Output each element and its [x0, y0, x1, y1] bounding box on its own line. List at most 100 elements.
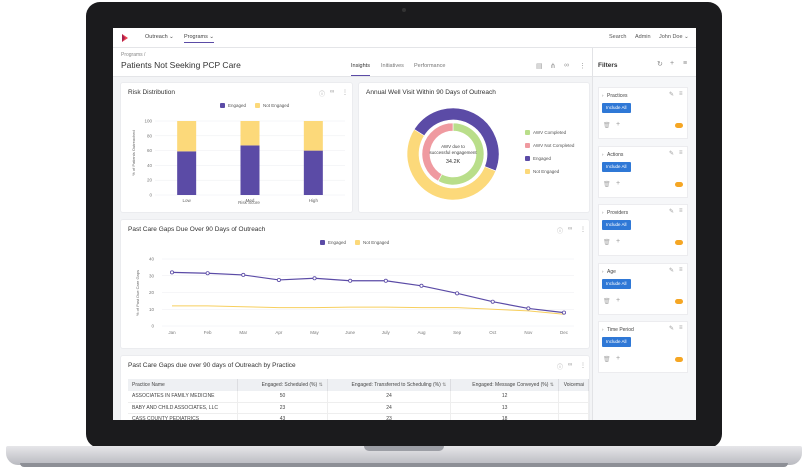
- expand-chevron-icon[interactable]: ›: [602, 327, 604, 332]
- data-point[interactable]: [312, 276, 317, 281]
- data-point[interactable]: [170, 270, 175, 275]
- expand-chevron-icon[interactable]: ›: [602, 210, 604, 215]
- more-icon[interactable]: ⋮: [579, 63, 586, 70]
- data-point[interactable]: [526, 306, 531, 311]
- filter-toggle[interactable]: [675, 181, 683, 187]
- laptop-foot: [20, 463, 788, 467]
- donut-slice-not-engaged[interactable]: [406, 128, 497, 201]
- filter-toggle[interactable]: [675, 240, 683, 245]
- more-icon[interactable]: ⋮: [580, 363, 586, 369]
- nav-search[interactable]: Search: [609, 34, 627, 40]
- include-all-button[interactable]: Include All: [602, 220, 631, 230]
- info-icon[interactable]: ⓘ: [319, 92, 326, 98]
- table-row[interactable]: ASSOCIATES IN FAMILY MEDICINE 50 24 12: [128, 391, 589, 403]
- awv-panel: Annual Well Visit Within 90 Days of Outr…: [359, 83, 589, 212]
- tab-initiatives[interactable]: Initiatives: [381, 63, 404, 69]
- info-icon[interactable]: ⓘ: [557, 365, 564, 371]
- more-icon[interactable]: ⋮: [342, 90, 348, 96]
- link-icon[interactable]: ∞: [330, 89, 335, 95]
- tab-performance[interactable]: Performance: [414, 63, 446, 69]
- series-line-engaged[interactable]: [171, 271, 565, 314]
- add-icon[interactable]: +: [616, 238, 621, 245]
- drag-menu-icon[interactable]: ≡: [679, 208, 683, 214]
- filter-toggle[interactable]: [675, 357, 683, 362]
- breadcrumb[interactable]: Programs /: [121, 52, 146, 58]
- sort-icon[interactable]: ⇅: [318, 382, 323, 388]
- trash-icon[interactable]: 🗑: [603, 123, 611, 129]
- table-row[interactable]: BABY AND CHILD ASSOCIATES, LLC 23 24 13: [128, 402, 589, 414]
- edit-icon[interactable]: ✎: [669, 92, 675, 98]
- filter-toggle[interactable]: [675, 123, 683, 128]
- data-point[interactable]: [348, 278, 353, 283]
- bar-segment-engaged[interactable]: [303, 150, 323, 195]
- practice-table: Practice Name Engaged: Scheduled (%) ⇅ Eng…: [128, 379, 589, 420]
- data-point[interactable]: [383, 278, 388, 283]
- edit-icon[interactable]: ✎: [669, 326, 675, 332]
- trash-icon[interactable]: 🗑: [603, 357, 611, 363]
- drag-menu-icon[interactable]: ≡: [679, 325, 683, 331]
- include-all-button[interactable]: Include All: [602, 337, 631, 347]
- table-row[interactable]: CASS COUNTY PEDIATRICS 43 23 18: [128, 413, 589, 420]
- column-header[interactable]: Engaged: Message Conveyed (%) ⇅: [450, 379, 559, 391]
- y-tick-label: 40: [149, 257, 155, 262]
- sort-icon[interactable]: ⇅: [442, 382, 447, 388]
- expand-chevron-icon[interactable]: ›: [602, 151, 604, 157]
- include-all-button[interactable]: Include All: [602, 161, 631, 172]
- include-all-button[interactable]: Include All: [602, 103, 631, 113]
- link-icon[interactable]: ∞: [568, 362, 573, 368]
- nav-admin[interactable]: Admin: [635, 34, 651, 40]
- bar-segment-engaged[interactable]: [177, 151, 197, 195]
- drag-menu-icon[interactable]: ≡: [679, 266, 683, 273]
- trash-icon[interactable]: 🗑: [603, 181, 611, 188]
- donut-slice-awv-not-completed[interactable]: [421, 122, 454, 182]
- trash-icon[interactable]: 🗑: [603, 240, 611, 246]
- column-header[interactable]: Voicemai: [558, 379, 589, 391]
- menu-icon[interactable]: ≡: [683, 60, 688, 67]
- bar-segment-engaged[interactable]: [240, 145, 260, 195]
- add-filter-icon[interactable]: +: [670, 60, 675, 67]
- column-header[interactable]: Engaged: Transferred to Scheduling (%) ⇅: [327, 379, 452, 391]
- share-icon[interactable]: ⋔: [550, 63, 556, 70]
- expand-chevron-icon[interactable]: ›: [602, 268, 604, 274]
- drag-menu-icon[interactable]: ≡: [679, 149, 683, 156]
- brand-logo-icon[interactable]: [120, 33, 130, 43]
- link-icon[interactable]: ∞: [568, 226, 573, 232]
- sort-icon[interactable]: ⇅: [549, 382, 554, 388]
- expand-chevron-icon[interactable]: ›: [602, 93, 604, 98]
- drag-menu-icon[interactable]: ≡: [679, 91, 683, 97]
- data-point[interactable]: [419, 283, 424, 288]
- data-point[interactable]: [455, 291, 460, 296]
- bar-segment-not-engaged[interactable]: [240, 121, 260, 146]
- edit-icon[interactable]: ✎: [669, 209, 675, 215]
- series-line-not-engaged[interactable]: [172, 305, 565, 315]
- bar-segment-not-engaged[interactable]: [177, 121, 197, 152]
- refresh-icon[interactable]: ↻: [657, 61, 663, 68]
- edit-icon[interactable]: ✎: [669, 150, 675, 157]
- column-header[interactable]: Practice Name: [128, 379, 239, 391]
- trash-icon[interactable]: 🗑: [603, 298, 611, 305]
- edit-icon[interactable]: ✎: [669, 267, 675, 274]
- x-tick-label: Nov: [524, 330, 533, 335]
- add-icon[interactable]: +: [616, 355, 621, 362]
- add-icon[interactable]: +: [616, 179, 621, 187]
- include-all-button[interactable]: Include All: [602, 278, 631, 289]
- nav-user[interactable]: John Doe ⌄: [659, 34, 689, 40]
- more-icon[interactable]: ⋮: [580, 227, 586, 233]
- bar-segment-not-engaged[interactable]: [303, 121, 323, 151]
- link-icon[interactable]: ∞: [564, 62, 569, 69]
- info-icon[interactable]: ⓘ: [557, 229, 564, 235]
- tab-insights[interactable]: Insights: [351, 63, 370, 76]
- column-header[interactable]: Engaged: Scheduled (%) ⇅: [237, 379, 328, 391]
- nav-outreach[interactable]: Outreach ⌄: [145, 34, 174, 40]
- data-point[interactable]: [276, 277, 281, 282]
- data-point[interactable]: [490, 299, 495, 304]
- nav-programs[interactable]: Programs ⌄: [184, 34, 214, 43]
- data-point[interactable]: [241, 272, 246, 277]
- data-point[interactable]: [561, 310, 566, 315]
- filter-toggle[interactable]: [675, 298, 683, 304]
- data-point[interactable]: [205, 271, 210, 276]
- add-icon[interactable]: +: [616, 296, 621, 304]
- add-icon[interactable]: +: [616, 121, 621, 128]
- list-view-icon[interactable]: ▤: [536, 63, 543, 70]
- table-cell: BABY AND CHILD ASSOCIATES, LLC: [128, 402, 239, 414]
